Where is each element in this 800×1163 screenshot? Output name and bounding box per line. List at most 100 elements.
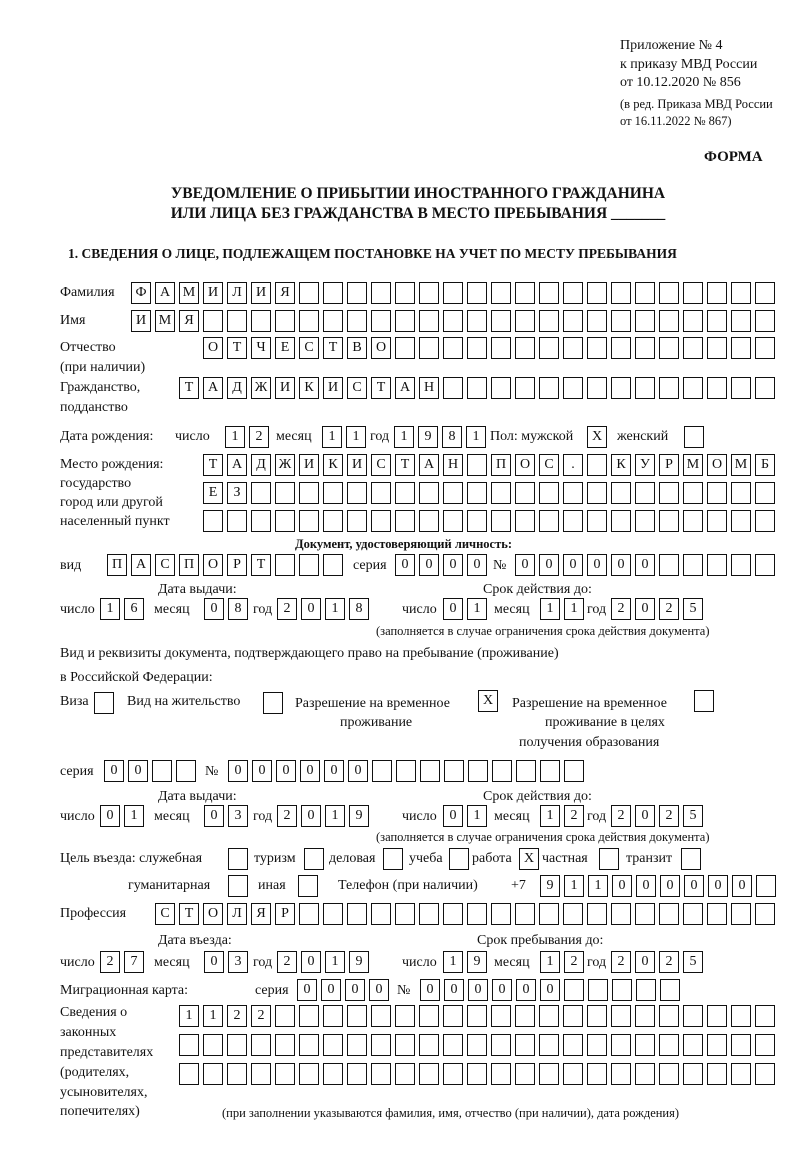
char-cell[interactable] [707, 337, 727, 359]
char-cell[interactable] [323, 510, 343, 532]
char-cell[interactable] [563, 1005, 583, 1027]
char-cell[interactable]: 1 [564, 598, 584, 620]
char-cell[interactable]: 0 [321, 979, 341, 1001]
char-cell[interactable] [467, 454, 487, 476]
char-cell[interactable]: 0 [732, 875, 752, 897]
char-cell[interactable] [683, 903, 703, 925]
char-cell[interactable] [659, 554, 679, 576]
char-cell[interactable] [492, 760, 512, 782]
char-cell[interactable] [299, 903, 319, 925]
char-cell[interactable] [443, 510, 463, 532]
char-cell[interactable]: С [347, 377, 367, 399]
char-cell[interactable]: Л [227, 903, 247, 925]
char-cell[interactable]: 0 [636, 875, 656, 897]
char-cell[interactable]: Ч [251, 337, 271, 359]
char-cell[interactable]: 0 [612, 875, 632, 897]
char-cell[interactable]: О [203, 337, 223, 359]
char-cell[interactable] [467, 482, 487, 504]
char-cell[interactable]: Т [251, 554, 271, 576]
char-cell[interactable]: А [203, 377, 223, 399]
char-cell[interactable] [635, 310, 655, 332]
char-cell[interactable] [563, 310, 583, 332]
char-cell[interactable] [176, 760, 196, 782]
char-cell[interactable]: А [419, 454, 439, 476]
char-cell[interactable]: 8 [442, 426, 462, 448]
char-cell[interactable] [491, 510, 511, 532]
char-cell[interactable]: 1 [564, 875, 584, 897]
char-cell[interactable]: А [155, 282, 175, 304]
char-cell[interactable] [731, 482, 751, 504]
char-cell[interactable] [635, 377, 655, 399]
char-cell[interactable]: И [347, 454, 367, 476]
char-cell[interactable] [707, 510, 727, 532]
char-cell[interactable] [467, 510, 487, 532]
char-cell[interactable] [371, 1063, 391, 1085]
char-cell[interactable] [515, 903, 535, 925]
char-cell[interactable]: Б [755, 454, 775, 476]
char-cell[interactable] [395, 282, 415, 304]
char-cell[interactable]: Т [323, 337, 343, 359]
char-cell[interactable]: 1 [588, 875, 608, 897]
char-cell[interactable] [707, 1005, 727, 1027]
char-cell[interactable] [731, 554, 751, 576]
char-cell[interactable] [347, 1034, 367, 1056]
char-cell[interactable] [275, 1063, 295, 1085]
char-cell[interactable]: 0 [301, 805, 321, 827]
char-cell[interactable]: 2 [611, 805, 631, 827]
char-cell[interactable] [203, 1063, 223, 1085]
char-cell[interactable] [299, 482, 319, 504]
char-cell[interactable] [587, 377, 607, 399]
char-cell[interactable]: М [731, 454, 751, 476]
char-cell[interactable] [152, 760, 172, 782]
char-cell[interactable] [539, 377, 559, 399]
char-cell[interactable]: 1 [322, 426, 342, 448]
char-cell[interactable] [611, 282, 631, 304]
char-cell[interactable]: 0 [611, 554, 631, 576]
checkbox-cell[interactable] [298, 875, 318, 897]
char-cell[interactable] [611, 1034, 631, 1056]
char-cell[interactable]: 0 [516, 979, 536, 1001]
char-cell[interactable]: 0 [443, 554, 463, 576]
char-cell[interactable] [635, 1034, 655, 1056]
char-cell[interactable] [611, 1005, 631, 1027]
char-cell[interactable] [707, 482, 727, 504]
char-cell[interactable]: 2 [249, 426, 269, 448]
char-cell[interactable] [299, 1034, 319, 1056]
char-cell[interactable]: Ж [275, 454, 295, 476]
char-cell[interactable]: П [179, 554, 199, 576]
char-cell[interactable] [419, 903, 439, 925]
char-cell[interactable]: 1 [443, 951, 463, 973]
char-cell[interactable] [419, 482, 439, 504]
char-cell[interactable]: 0 [301, 598, 321, 620]
char-cell[interactable] [731, 282, 751, 304]
char-cell[interactable]: С [539, 454, 559, 476]
char-cell[interactable]: 9 [540, 875, 560, 897]
char-cell[interactable]: Л [227, 282, 247, 304]
char-cell[interactable] [251, 510, 271, 532]
char-cell[interactable] [467, 282, 487, 304]
char-cell[interactable] [468, 760, 488, 782]
char-cell[interactable] [515, 310, 535, 332]
char-cell[interactable] [755, 554, 775, 576]
char-cell[interactable] [323, 1005, 343, 1027]
char-cell[interactable]: 5 [683, 951, 703, 973]
char-cell[interactable]: 9 [418, 426, 438, 448]
char-cell[interactable] [755, 482, 775, 504]
char-cell[interactable] [491, 482, 511, 504]
char-cell[interactable] [755, 377, 775, 399]
char-cell[interactable] [395, 903, 415, 925]
char-cell[interactable] [587, 282, 607, 304]
char-cell[interactable] [491, 377, 511, 399]
char-cell[interactable] [635, 282, 655, 304]
char-cell[interactable]: 2 [611, 951, 631, 973]
char-cell[interactable] [347, 1005, 367, 1027]
char-cell[interactable] [683, 510, 703, 532]
char-cell[interactable] [707, 377, 727, 399]
char-cell[interactable]: 8 [228, 598, 248, 620]
char-cell[interactable]: 2 [277, 951, 297, 973]
char-cell[interactable]: 0 [635, 951, 655, 973]
char-cell[interactable]: 9 [467, 951, 487, 973]
char-cell[interactable]: М [179, 282, 199, 304]
char-cell[interactable]: 2 [564, 805, 584, 827]
char-cell[interactable]: 1 [124, 805, 144, 827]
